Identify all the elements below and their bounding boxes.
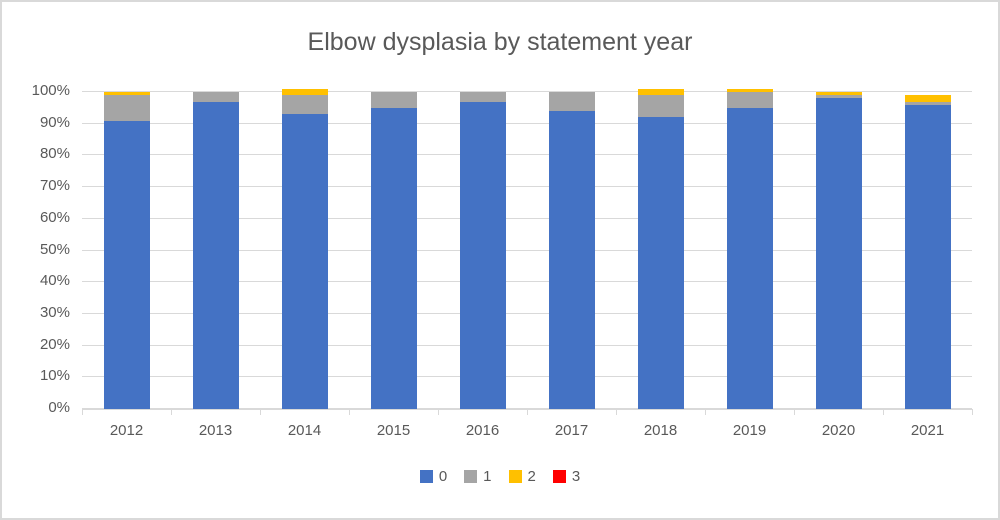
x-axis-tick <box>349 409 350 415</box>
legend-label-2: 2 <box>527 468 536 485</box>
bar-2015 <box>370 92 417 409</box>
bar-segment-2012-series-2 <box>103 92 150 96</box>
legend-label-3: 3 <box>571 468 581 485</box>
bar-2020 <box>815 92 862 409</box>
bar-2016 <box>459 92 506 409</box>
legend-item-1: 1 <box>464 468 492 485</box>
legend-label-0: 0 <box>438 468 448 485</box>
y-axis-label-90%: 90% <box>39 113 70 131</box>
plot-area <box>82 88 972 409</box>
bar-segment-2021-series-0 <box>904 104 951 409</box>
y-axis-label-40%: 40% <box>39 272 70 290</box>
y-axis-label-60%: 60% <box>39 208 70 226</box>
x-axis-tick <box>260 409 261 415</box>
x-axis-tick <box>438 409 439 415</box>
bar-segment-2021-series-1 <box>904 101 951 105</box>
bar-segment-2017-series-1 <box>548 92 595 112</box>
x-axis-tick <box>171 409 172 415</box>
gridline-40% <box>82 281 972 283</box>
x-axis-label-2020: 2020 <box>821 422 856 439</box>
gridline-70% <box>82 186 972 188</box>
chart-title: Elbow dysplasia by statement year <box>307 28 693 56</box>
x-axis-label-2015: 2015 <box>376 422 411 439</box>
bar-segment-2015-series-1 <box>370 92 417 108</box>
y-axis-label-30%: 30% <box>39 303 70 321</box>
x-axis-label-2017: 2017 <box>554 422 589 439</box>
x-axis-tick <box>82 409 83 415</box>
legend-swatch-0 <box>419 470 433 483</box>
bar-2014 <box>281 88 328 409</box>
bar-segment-2014-series-0 <box>281 114 328 409</box>
legend-swatch-1 <box>464 470 478 483</box>
bar-segment-2018-series-1 <box>637 95 684 118</box>
legend-label-1: 1 <box>483 468 492 485</box>
bar-segment-2016-series-0 <box>459 101 506 409</box>
bar-segment-2017-series-0 <box>548 111 595 409</box>
x-axis-label-2014: 2014 <box>287 422 322 439</box>
bar-segment-2020-series-1 <box>815 95 862 99</box>
bar-2013 <box>192 92 239 409</box>
bar-segment-2018-series-0 <box>637 117 684 409</box>
x-axis-label-2018: 2018 <box>643 422 678 439</box>
gridline-90% <box>82 122 972 124</box>
x-axis-tick <box>972 409 973 415</box>
legend-item-0: 0 <box>419 468 448 485</box>
bar-segment-2015-series-0 <box>370 107 417 409</box>
bar-segment-2014-series-1 <box>281 95 328 115</box>
bar-2021 <box>904 95 951 409</box>
y-axis-label-20%: 20% <box>39 335 70 353</box>
gridline-10% <box>82 376 972 378</box>
x-axis-tick <box>794 409 795 415</box>
x-axis-label-2021: 2021 <box>910 422 945 439</box>
x-axis-tick <box>616 409 617 415</box>
bar-segment-2019-series-1 <box>726 92 773 108</box>
bar-segment-2014-series-2 <box>281 88 328 96</box>
bar-2017 <box>548 92 595 409</box>
bar-segment-2020-series-0 <box>815 98 862 409</box>
gridline-60% <box>82 217 972 219</box>
legend-item-3: 3 <box>552 468 581 485</box>
bar-segment-2012-series-1 <box>103 95 150 121</box>
gridline-0% <box>82 408 972 409</box>
legend: 0 1 2 3 <box>2 468 998 485</box>
bar-segment-2012-series-0 <box>103 120 150 409</box>
x-axis-label-2013: 2013 <box>198 422 233 439</box>
bar-segment-2021-series-2 <box>904 95 951 102</box>
y-axis-label-50%: 50% <box>39 240 70 258</box>
bar-segment-2013-series-1 <box>192 92 239 102</box>
bar-segment-2016-series-1 <box>459 92 506 102</box>
gridline-20% <box>82 344 972 346</box>
legend-swatch-3 <box>552 470 566 483</box>
bar-segment-2018-series-2 <box>637 88 684 96</box>
y-axis-label-0%: 0% <box>48 399 70 416</box>
legend-item-2: 2 <box>508 468 536 485</box>
y-axis-label-70%: 70% <box>39 177 70 195</box>
x-axis-label-2019: 2019 <box>732 422 767 439</box>
gridline-80% <box>82 154 972 156</box>
bar-2019 <box>726 88 773 409</box>
y-axis-label-10%: 10% <box>39 367 70 385</box>
bar-segment-2019-series-2 <box>726 88 773 93</box>
bar-2018 <box>637 88 684 409</box>
x-axis-tick <box>705 409 706 415</box>
x-axis-tick <box>527 409 528 415</box>
y-axis-label-100%: 100% <box>31 82 70 99</box>
bar-segment-2019-series-0 <box>726 107 773 409</box>
x-axis-label-2016: 2016 <box>465 422 500 439</box>
gridline-100% <box>82 91 972 92</box>
legend-swatch-2 <box>508 470 522 483</box>
y-axis-label-80%: 80% <box>39 145 70 163</box>
gridline-30% <box>82 312 972 314</box>
bar-2012 <box>103 92 150 409</box>
bar-segment-2020-series-2 <box>815 92 862 96</box>
x-axis-tick <box>883 409 884 415</box>
x-axis-label-2012: 2012 <box>109 422 144 439</box>
gridline-50% <box>82 249 972 251</box>
bar-segment-2013-series-0 <box>192 101 239 409</box>
